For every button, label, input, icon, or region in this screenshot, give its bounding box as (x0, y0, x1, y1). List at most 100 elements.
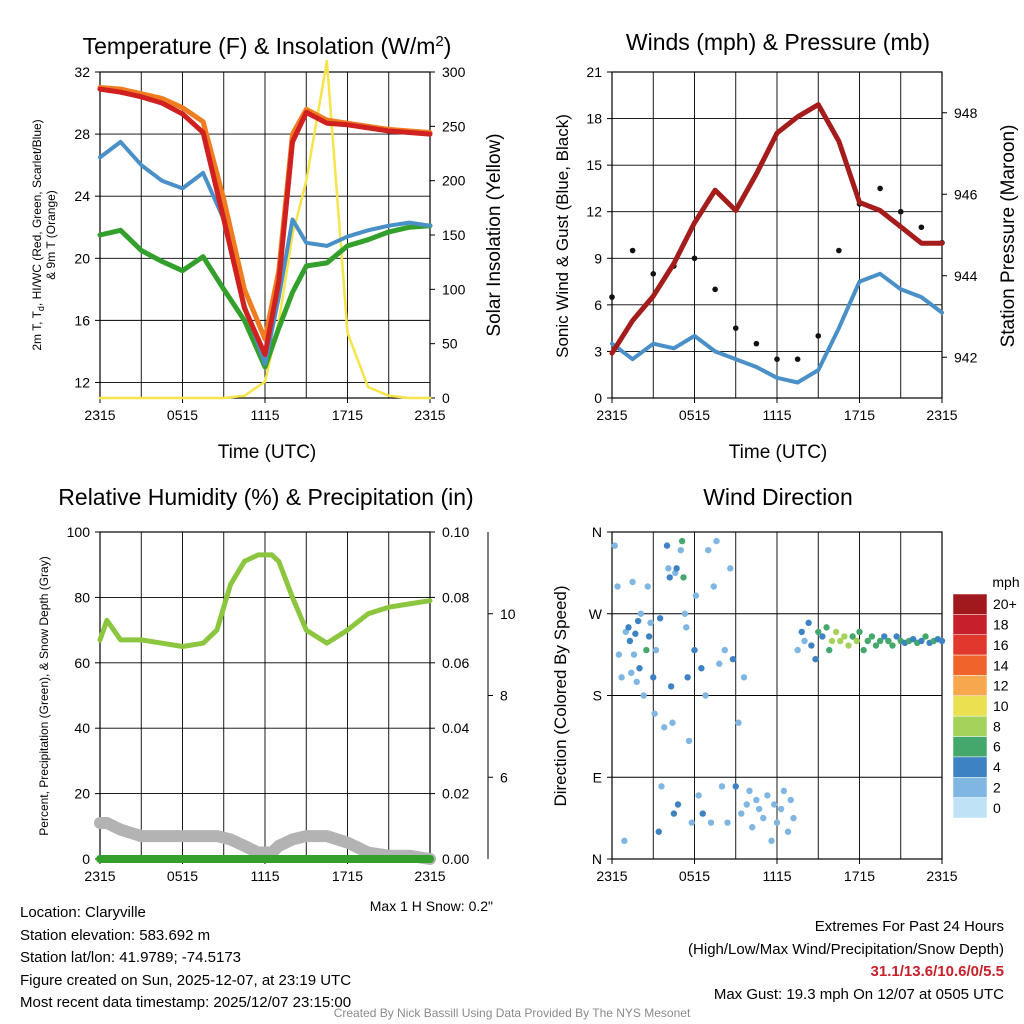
wind-direction-point (628, 669, 635, 676)
wind-direction-point (621, 837, 628, 845)
wind-direction-point (699, 810, 706, 817)
wind-direction-point (893, 633, 900, 640)
wind-direction-point (773, 819, 781, 826)
pressure-ylabel: Station Pressure (Maroon) (998, 125, 1019, 348)
wind-direction-point (683, 624, 690, 631)
gust-point (691, 255, 698, 262)
wind-direction-point (615, 651, 623, 658)
series-td (97, 223, 433, 370)
gust-point (629, 247, 636, 254)
colorbar-swatch (952, 777, 988, 798)
wind-direction-point (909, 635, 917, 643)
station-info: Location: Claryville Station elevation: … (20, 902, 351, 1015)
y2-tick-label: 0.00 (442, 851, 469, 867)
colorbar-label: 12 (993, 678, 1009, 694)
y2-tick-label: 946 (954, 186, 978, 202)
wind-direction-point (819, 633, 826, 640)
colorbar-swatch (952, 715, 988, 737)
wind-direction-point (618, 674, 625, 681)
wind-direction-point (812, 655, 819, 663)
wind-direction-point (677, 546, 684, 554)
winds-title: Winds (mph) & Pressure (mb) (626, 29, 930, 55)
wind-direction-point (832, 628, 840, 636)
y-tick-label: 6 (594, 297, 602, 313)
wind-direction-point (738, 810, 745, 817)
max-snow-note: Max 1 H Snow: 0.2" (370, 898, 493, 914)
y-tick-label: 21 (586, 64, 602, 80)
wind-direction-point (710, 583, 717, 590)
y-tick-label: 18 (586, 111, 602, 127)
wind-direction-point (876, 637, 884, 645)
wind-direction-point (702, 692, 709, 699)
colorbar-label: 4 (993, 759, 1001, 775)
wind-direction-point (713, 537, 720, 545)
y2-tick-label: 942 (954, 349, 978, 365)
wind-direction-point (760, 814, 767, 822)
y-tick-label: 12 (74, 374, 90, 390)
x-tick-label: 0515 (167, 407, 198, 423)
x-tick-label: 1115 (250, 868, 279, 884)
temperature-panel: Temperature (F) & Insolation (W/m2) 2m T… (30, 33, 505, 463)
wind-direction-point (881, 633, 888, 640)
colorbar-label: 16 (993, 637, 1009, 653)
y2-tick-label: 0.04 (442, 720, 469, 736)
wind-direction-point (685, 737, 693, 745)
wind-direction-point (845, 642, 852, 649)
snow-depth-line (94, 817, 436, 865)
wind-direction-point (665, 565, 672, 572)
colorbar-label: 6 (993, 739, 1001, 755)
wind-direction-point (669, 719, 676, 726)
wind-direction-point (753, 796, 760, 804)
colorbar-label: 8 (993, 718, 1001, 734)
wind-direction-point (644, 583, 651, 590)
wind-direction-point (815, 628, 822, 636)
insolation-ylabel: Solar Insolation (Yellow) (484, 133, 505, 336)
wind-direction-point (768, 837, 775, 845)
x-tick-label: 2315 (84, 407, 115, 423)
wind-direction-point (630, 651, 638, 658)
wind-direction-point (922, 633, 929, 640)
gust-point (815, 333, 822, 339)
y2-tick-label: 0.06 (442, 655, 469, 671)
wind-direction-point (764, 792, 771, 799)
wind-direction-point (707, 819, 715, 826)
wind-direction-point (889, 642, 896, 649)
wind-direction-point (746, 787, 753, 795)
temperature-ylabel: 2m T, Td, HI/WC (Red, Green, Scarlet/Blu… (30, 119, 46, 350)
y2-tick-label: 0.10 (442, 524, 469, 540)
colorbar-swatch (952, 654, 988, 676)
y-tick-label: 40 (74, 720, 90, 736)
colorbar-label: 20+ (993, 596, 1017, 612)
y2-tick-label: 0 (442, 390, 450, 406)
y2-tick-label: 200 (442, 173, 466, 189)
wind-direction-point (749, 824, 756, 831)
wind-direction-point (684, 674, 691, 681)
lat-lon: Station lat/lon: 41.9789; -74.5173 (20, 949, 242, 966)
y-tick-label: 16 (74, 312, 90, 328)
colorbar-swatch (952, 797, 988, 819)
y-tick-label: 3 (594, 343, 602, 359)
snow-axis-label: 8 (500, 688, 508, 704)
wind-direction-point (666, 574, 673, 581)
wind-direction-point (780, 787, 788, 795)
colorbar-unit: mph (992, 574, 1019, 590)
wind-direction-point (651, 710, 658, 717)
x-tick-label: 2315 (414, 407, 445, 423)
wind-direction-point (729, 655, 737, 663)
x-tick-label: 2315 (596, 868, 627, 884)
wind-direction-point (626, 637, 634, 645)
y-tick-label: 32 (74, 64, 90, 80)
x-tick-label: 2315 (596, 407, 627, 423)
colorbar-label: 18 (993, 617, 1009, 633)
recent-data: Most recent data timestamp: 2025/12/07 2… (20, 994, 352, 1011)
wind-direction-point (688, 819, 695, 826)
wind-direction-point (718, 783, 726, 790)
wind-direction-point (647, 619, 654, 627)
wind-direction-point (673, 565, 680, 572)
wind-direction-point (705, 546, 712, 554)
wind-direction-point (860, 646, 867, 654)
gust-point (897, 208, 904, 215)
wind-direction-point (670, 810, 678, 817)
humidity-panel: Relative Humidity (%) & Precipitation (i… (37, 484, 516, 914)
